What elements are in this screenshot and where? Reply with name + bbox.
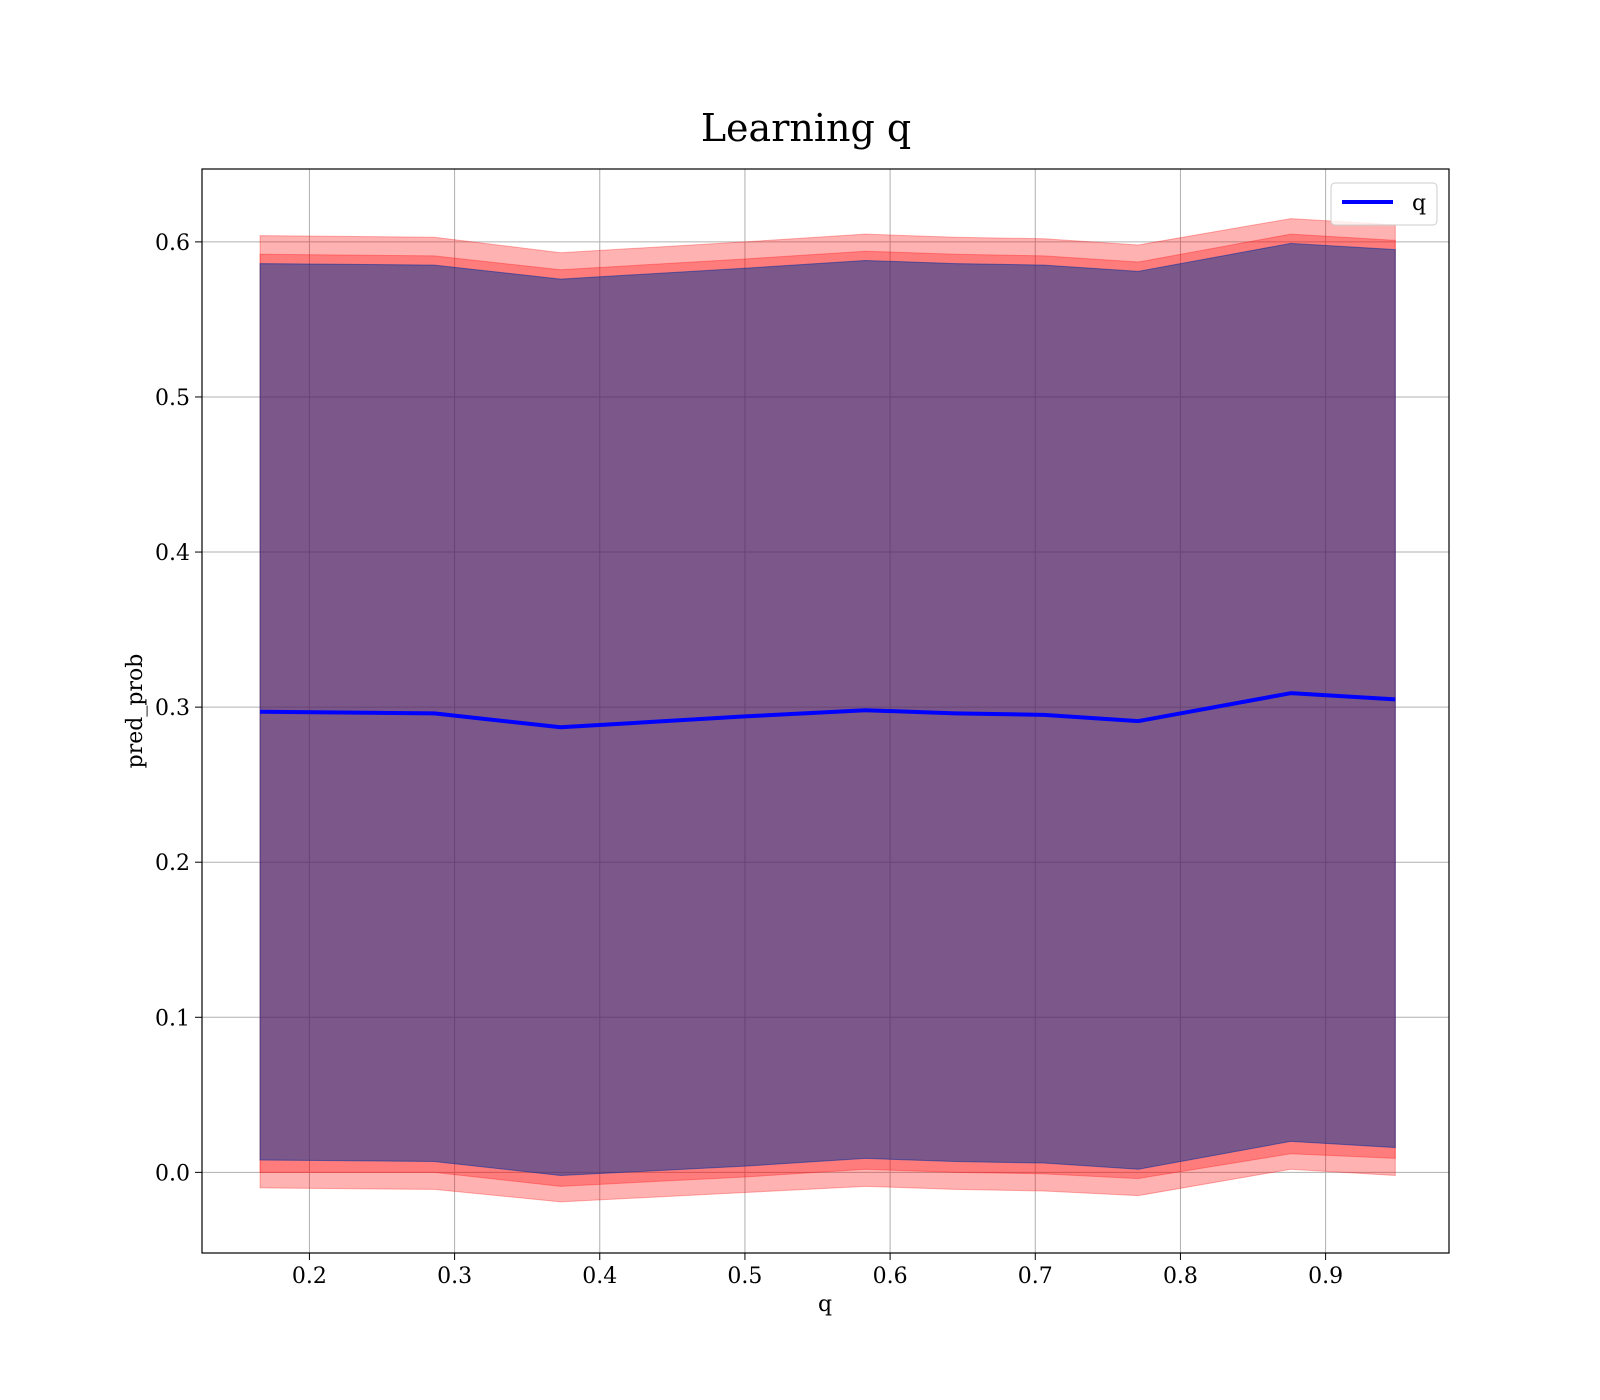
- y-tick-label: 0.4: [155, 541, 190, 566]
- y-tick-label: 0.3: [155, 696, 190, 721]
- legend-label-q: q: [1412, 191, 1426, 216]
- confidence-bands: [259, 218, 1396, 1203]
- chart-title: Learning q: [701, 106, 911, 150]
- x-tick-label: 0.2: [292, 1264, 327, 1289]
- x-tick-label: 0.3: [437, 1264, 472, 1289]
- y-tick-label: 0.2: [155, 851, 190, 876]
- x-tick-label: 0.6: [873, 1264, 908, 1289]
- x-tick-label: 0.9: [1308, 1264, 1343, 1289]
- legend: q: [1330, 182, 1438, 226]
- x-tick-label: 0.8: [1163, 1264, 1198, 1289]
- series-lines: [260, 691, 1396, 730]
- confidence-band-4: [259, 242, 1396, 1176]
- x-axis-ticks: 0.2 0.3 0.4 0.5 0.6 0.7 0.8 0.9: [292, 1253, 1343, 1289]
- y-tick-label: 0.0: [155, 1161, 190, 1186]
- y-axis-label: pred_prob: [123, 654, 148, 769]
- y-tick-label: 0.5: [155, 386, 190, 411]
- x-axis-label: q: [818, 1292, 832, 1317]
- series-line-q: [260, 691, 1396, 730]
- confidence-band-3: [259, 242, 1396, 1176]
- x-tick-label: 0.4: [582, 1264, 617, 1289]
- y-tick-label: 0.6: [155, 231, 190, 256]
- x-tick-label: 0.5: [727, 1264, 762, 1289]
- plot-frame: [201, 168, 1450, 1254]
- y-tick-label: 0.1: [155, 1006, 190, 1031]
- y-axis-ticks: 0.0 0.1 0.2 0.3 0.4 0.5 0.6: [155, 231, 202, 1186]
- x-tick-label: 0.7: [1018, 1264, 1053, 1289]
